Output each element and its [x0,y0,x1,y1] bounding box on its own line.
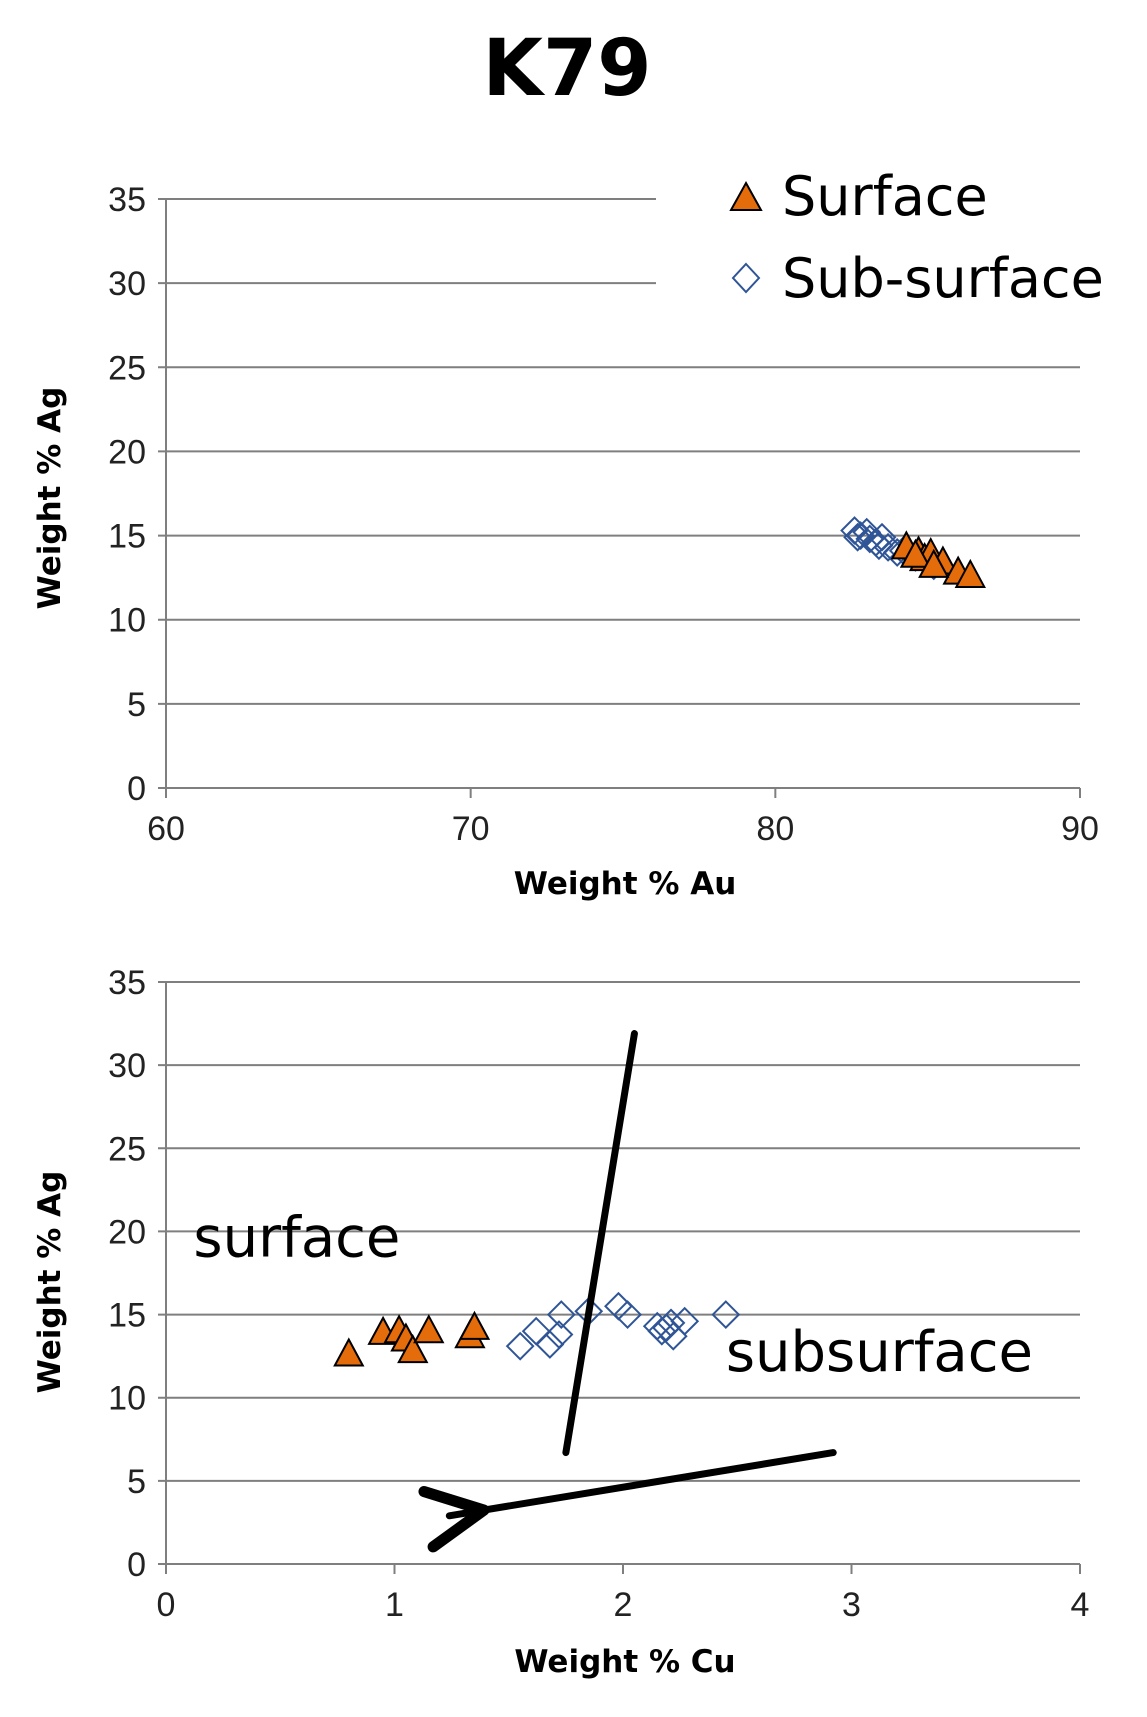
x-tick-label: 70 [452,810,490,848]
surface-point [458,1310,491,1340]
y-axis-label: Weight % Ag [32,387,68,610]
y-tick-label: 10 [108,1380,146,1418]
x-tick-label: 80 [756,810,794,848]
x-tick-label: 0 [157,1586,176,1624]
legend-subsurface-marker [731,262,761,294]
y-tick-label: 35 [108,181,146,219]
surface-point [899,538,932,568]
y-tick-label: 30 [108,1047,146,1085]
legend-surface-label: Surface [782,165,988,228]
surface-point [333,1337,365,1367]
subsurface-point [544,1320,574,1349]
x-tick-label: 3 [842,1586,861,1624]
y-tick-label: 20 [108,1213,146,1251]
subsurface-point [855,524,885,554]
x-tick-label: 4 [1071,1586,1090,1624]
legend: Surface Sub-surface [729,165,1104,310]
subsurface-point [613,1300,642,1329]
y-tick-label: 15 [108,518,146,556]
y-tick-label: 25 [108,1130,146,1168]
x-tick-label: 2 [614,1586,633,1624]
subsurface-point [505,1331,535,1361]
y-tick-label: 25 [108,349,146,387]
surface-point [413,1314,445,1344]
cu-ag-chart: 0 5 10 15 20 25 30 35 0 1 2 3 4 surface subsurface We… [32,964,1089,1680]
y-tick-label: 15 [108,1297,146,1335]
y-tick-label: 10 [108,602,146,640]
y-tick-label: 0 [127,770,146,808]
subsurface-point [535,1330,565,1359]
y-tick-label: 5 [127,1463,146,1501]
x-tick-label: 90 [1061,810,1099,848]
annotation-subsurface: subsurface [726,1320,1033,1385]
surface-point [918,548,950,578]
y-axis-label: Weight % Ag [32,1171,68,1394]
au-ag-chart: 0 5 10 15 20 25 30 35 60 70 80 90 Weight % Au Weigh… [32,181,1099,902]
subsurface-point [670,1306,700,1336]
subsurface-point [864,531,894,561]
y-tick-label: 0 [127,1546,146,1584]
surface-point [397,1334,429,1364]
figure-title: K79 [483,24,652,114]
y-tick-label: 5 [127,686,146,724]
y-tick-label: 20 [108,433,146,471]
annotation-surface: surface [193,1205,400,1270]
subsurface-point [546,1300,576,1329]
x-tick-label: 1 [385,1586,404,1624]
subsurface-point [843,522,873,552]
subsurface-point [656,1308,686,1338]
x-axis-label: Weight % Au [514,866,737,902]
legend-subsurface-label: Sub-surface [782,247,1104,310]
y-tick-label: 35 [108,964,146,1002]
y-tick-label: 30 [108,265,146,303]
x-axis-label: Weight % Cu [514,1644,735,1680]
trend-arrow [418,1449,837,1553]
legend-surface-marker [729,180,763,211]
x-tick-label: 60 [147,810,185,848]
trend-line [562,1030,638,1457]
subsurface-point [867,522,897,552]
subsurface-point [711,1300,741,1329]
surface-point [954,558,986,588]
